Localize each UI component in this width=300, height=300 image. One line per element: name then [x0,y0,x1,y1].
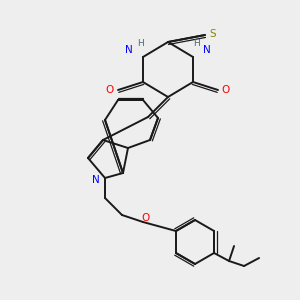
Text: O: O [141,213,149,223]
Text: H: H [193,40,200,49]
Text: H: H [136,40,143,49]
Text: O: O [222,85,230,95]
Text: S: S [210,29,216,39]
Text: N: N [125,45,133,55]
Text: N: N [203,45,211,55]
Text: O: O [106,85,114,95]
Text: N: N [92,175,100,185]
